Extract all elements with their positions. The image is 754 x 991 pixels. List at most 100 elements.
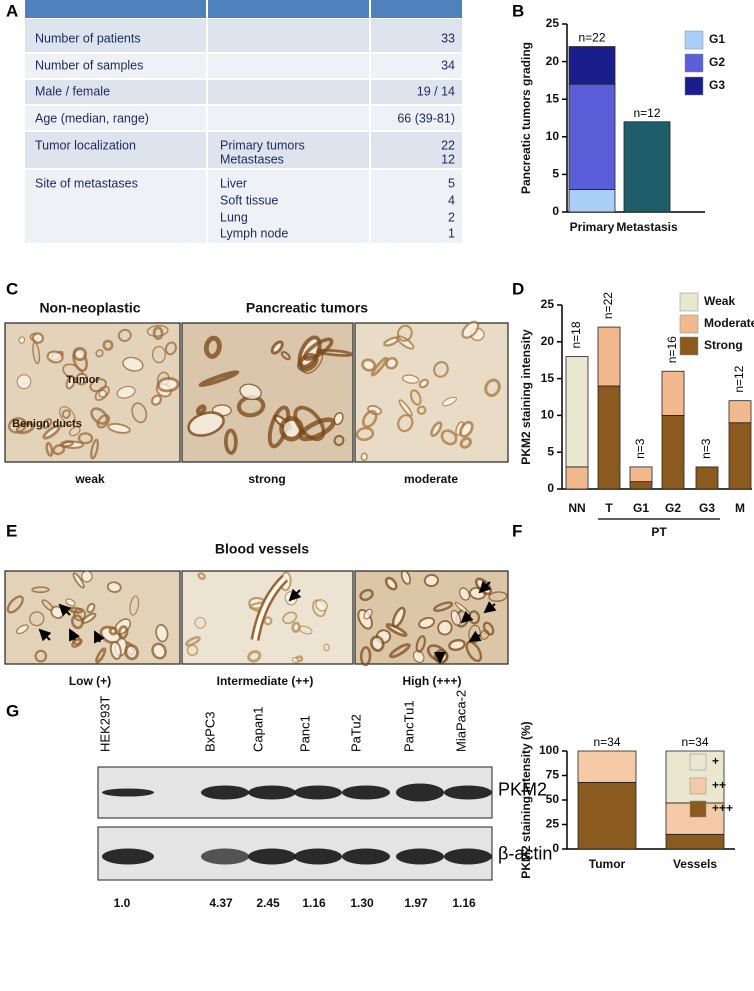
tissue-texture <box>15 422 35 435</box>
tissue-texture <box>6 595 24 614</box>
tissue-texture <box>423 573 439 588</box>
bar-segment <box>629 481 653 490</box>
tissue-texture <box>90 438 100 460</box>
x-tick-label: Primary <box>570 220 615 234</box>
blot-band <box>396 848 444 865</box>
tissue-texture <box>361 409 378 429</box>
tissue-texture <box>239 383 262 401</box>
tissue-texture <box>370 356 389 377</box>
legend-label: G2 <box>709 55 725 69</box>
band-label: β-actin <box>498 843 552 863</box>
tissue-texture <box>7 417 27 434</box>
arrow <box>288 588 302 602</box>
row-item: Metastases <box>220 152 284 166</box>
tissue-texture <box>109 640 122 660</box>
image-caption: moderate <box>404 472 458 486</box>
histology-title: Pancreatic tumors <box>246 300 368 316</box>
panel-label: B <box>512 1 524 20</box>
tissue-texture <box>412 650 425 663</box>
panel-label: G <box>6 701 19 720</box>
y-tick-label: 0 <box>552 841 559 855</box>
micrograph <box>181 322 354 463</box>
row-label: Number of samples <box>35 58 143 72</box>
tissue-texture <box>81 570 93 583</box>
row-label: Age (median, range) <box>35 111 149 125</box>
y-axis-label: Pancreatic tumors grading <box>519 42 533 194</box>
y-tick-label: 5 <box>552 167 559 181</box>
tissue-texture <box>291 656 299 664</box>
legend-label: Strong <box>704 338 743 352</box>
image-caption: Low (+) <box>69 674 111 688</box>
vessels-title: Blood vessels <box>215 541 309 557</box>
blot-band <box>102 788 154 797</box>
bar-segment <box>565 466 589 490</box>
x-tick-label: T <box>605 501 613 515</box>
ratio-label: 1.30 <box>350 896 374 910</box>
legend-swatch <box>684 30 704 50</box>
bar-segment <box>597 326 621 387</box>
row-value: 2 <box>448 210 455 224</box>
tissue-texture <box>129 595 140 616</box>
table-row <box>25 19 462 52</box>
legend-swatch <box>679 336 699 356</box>
tissue-texture <box>61 409 71 419</box>
blot-band <box>342 848 390 865</box>
tissue-texture <box>359 588 374 602</box>
tissue-texture <box>459 420 474 438</box>
row-label: Site of metastases <box>35 176 138 190</box>
table-header <box>25 0 462 18</box>
panel-label: E <box>6 521 17 540</box>
tissue-texture <box>400 569 412 585</box>
tissue-texture <box>298 625 313 635</box>
bar-annotation: n=22 <box>601 292 615 319</box>
arrow <box>38 628 52 642</box>
tissue-texture <box>293 405 326 442</box>
x-tick-label: Vessels <box>673 857 717 871</box>
panel-label: D <box>512 279 524 298</box>
lane-label: MiaPaca-2 <box>453 690 468 752</box>
bar-annotation: n=34 <box>593 735 620 749</box>
blot-band <box>444 785 492 800</box>
y-tick-label: 5 <box>547 444 554 458</box>
tissue-texture <box>122 356 144 372</box>
lane-label: HEK293T <box>97 696 112 752</box>
blot-band <box>294 785 342 800</box>
row-label: Number of patients <box>35 31 141 45</box>
tissue-texture <box>398 399 413 417</box>
tissue-texture <box>333 412 344 426</box>
tissue-texture <box>484 378 501 397</box>
table-row <box>25 54 462 78</box>
blot-band <box>102 848 154 865</box>
panel-label: F <box>512 521 522 540</box>
legend-label: G3 <box>709 78 725 92</box>
arrow <box>478 580 492 594</box>
tissue-texture <box>195 404 207 416</box>
bar-segment <box>728 422 752 490</box>
tissue-texture <box>156 376 180 393</box>
tissue-texture <box>131 402 148 424</box>
tissue-texture <box>59 406 76 426</box>
row-value: 33 <box>441 31 455 45</box>
y-tick-label: 100 <box>539 743 559 757</box>
legend-label: +++ <box>712 801 733 815</box>
arrow <box>58 603 72 617</box>
tissue-texture <box>488 591 508 602</box>
y-tick-label: 50 <box>546 792 560 806</box>
row-value: 19 / 14 <box>417 84 455 98</box>
blot-band <box>294 848 342 865</box>
bar-segment <box>568 83 616 190</box>
tissue-texture <box>150 394 162 406</box>
tissue-texture <box>151 345 166 364</box>
tissue-texture <box>31 586 50 594</box>
tissue-texture <box>75 372 89 386</box>
blot-band <box>248 848 296 865</box>
vessel-lumen <box>253 576 287 641</box>
tissue-texture <box>108 626 118 636</box>
tissue-texture <box>450 609 462 626</box>
blot-band <box>396 783 444 802</box>
tissue-texture <box>89 378 108 393</box>
tissue-texture <box>41 418 53 430</box>
bar-segment <box>629 466 653 483</box>
tissue-texture <box>315 599 328 612</box>
bar-segment <box>568 189 616 213</box>
